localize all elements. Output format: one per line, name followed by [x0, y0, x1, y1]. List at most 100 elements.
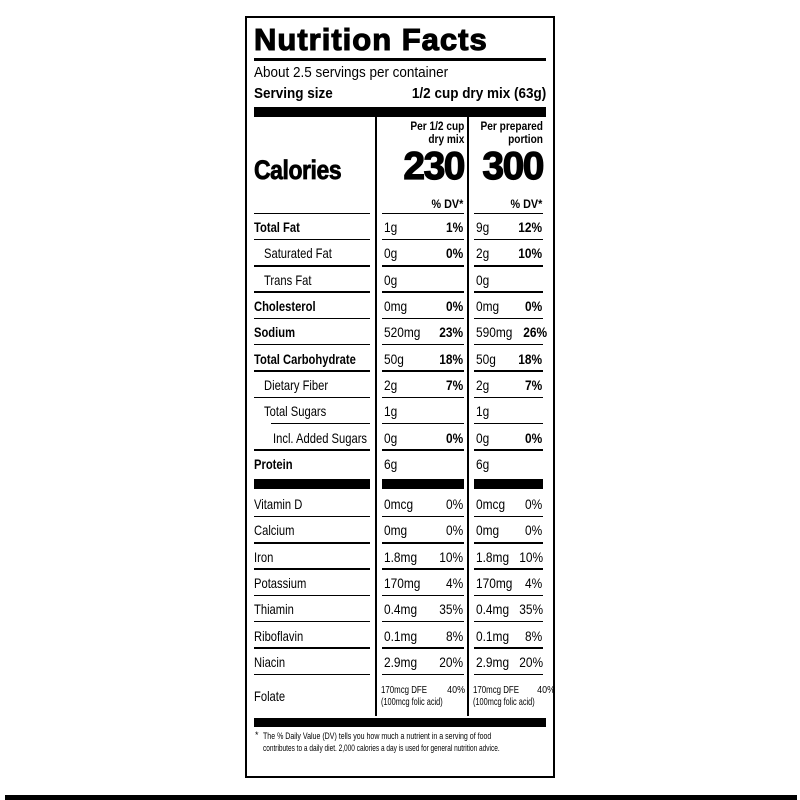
- nutrient-row-total-fat: Total Fat 1g 1% 9g 12%: [254, 214, 546, 241]
- amount-value: 0mg: [476, 522, 500, 539]
- nutrient-name-cell: Protein: [254, 451, 375, 477]
- nutrient-name-cell: Niacin: [254, 649, 375, 676]
- footnote-mark: *: [255, 730, 259, 741]
- nutrient-name-cell: Potassium: [254, 570, 375, 597]
- nutrient-row-folate: Folate 170mcg DFE 40% (100mcg folic acid) 17…: [254, 675, 555, 717]
- nutrient-row-trans-fat: Trans Fat 0g 0g: [254, 266, 546, 294]
- nutrient-row-calcium: Calcium 0mg 0% 0mg 0%: [254, 517, 546, 544]
- amount-value: 1.8mg: [476, 548, 510, 565]
- nutrient-name-cell: Total Fat: [254, 214, 375, 241]
- title-rule: [254, 58, 546, 61]
- value-line2: (100mcg folic acid): [381, 695, 443, 708]
- nutrient-name-cell: Incl. Added Sugars: [254, 424, 375, 451]
- nutrition-facts-label: Nutrition Facts About 2.5 servings per c…: [245, 16, 555, 778]
- daily-value-percent: 0%: [524, 496, 542, 513]
- amount-value: 9g: [476, 219, 490, 236]
- nutrient-row-dietary-fiber: Dietary Fiber 2g 7% 2g 7%: [254, 371, 546, 399]
- column-header-line1: Per 1/2 cup: [409, 121, 464, 133]
- daily-value-percent: 0%: [445, 298, 463, 315]
- amount-value: 0mg: [476, 298, 500, 315]
- column-header-prepared: Per prepared portion: [481, 121, 543, 147]
- amount-value: 170mcg DFE: [381, 683, 427, 696]
- daily-value-percent: 40%: [537, 683, 556, 696]
- daily-value-percent: 20%: [519, 653, 543, 670]
- value-cell-prepared: 0g 0%: [467, 424, 546, 451]
- amount-value: 0g: [476, 271, 490, 288]
- daily-value-percent: 18%: [439, 350, 463, 367]
- daily-value-percent: 12%: [518, 219, 542, 236]
- amount-value: 0mcg: [476, 496, 506, 513]
- daily-value-percent: 40%: [447, 683, 465, 696]
- nutrient-name: Total Fat: [254, 219, 300, 236]
- value-cell-prepared: 0mcg 0%: [467, 490, 546, 518]
- amount-value: 2g: [476, 376, 490, 393]
- nutrient-row-total-carbohydrate: Total Carbohydrate 50g 18% 50g 18%: [254, 345, 546, 373]
- value-line1: 170mcg DFE 40%: [473, 684, 555, 696]
- value-cell-prepared: 2g 10%: [467, 240, 546, 267]
- daily-value-percent: 0%: [445, 429, 463, 446]
- amount-value: 0g: [476, 429, 490, 446]
- nutrient-name-cell: Folate: [254, 675, 375, 716]
- amount-value: 590mg: [476, 324, 513, 341]
- value-cell-dry-mix: 0g 0%: [375, 240, 467, 267]
- calories-label: Calories: [254, 155, 342, 186]
- value-cell-dry-mix: 0.1mg 8%: [375, 622, 467, 650]
- nutrient-name-cell: Iron: [254, 544, 375, 571]
- daily-value-percent: 26%: [523, 324, 547, 341]
- nutrient-row-incl-added-sugars: Incl. Added Sugars 0g 0% 0g 0%: [254, 424, 546, 451]
- nutrient-name: Iron: [254, 548, 274, 565]
- nutrient-name: Thiamin: [254, 601, 294, 618]
- daily-value-percent: 10%: [518, 245, 542, 262]
- column-header-line1: Per prepared: [480, 121, 543, 133]
- amount-value: 0.1mg: [476, 627, 510, 644]
- value-cell-dry-mix: 1g: [375, 398, 467, 425]
- daily-value-percent: 0%: [445, 245, 463, 262]
- column-header-line2: dry mix: [427, 134, 464, 146]
- daily-value-percent: 18%: [518, 350, 542, 367]
- nutrient-name: Vitamin D: [254, 496, 303, 513]
- value-cell-dry-mix: 1g 1%: [375, 214, 467, 241]
- amount-value: 50g: [384, 350, 404, 367]
- daily-value-percent: 0%: [445, 496, 463, 513]
- dv-header-text: % DV*: [510, 196, 542, 211]
- calories-row: Calories Per 1/2 cup dry mix 230 Per pre…: [254, 117, 546, 193]
- serving-size-value: 1/2 cup dry mix (63g): [411, 85, 546, 102]
- value-cell-prepared: 0g: [467, 266, 546, 294]
- nutrient-name: Sodium: [254, 324, 296, 341]
- nutrient-name: Calcium: [254, 522, 295, 539]
- amount-value: 170mg: [476, 575, 513, 591]
- value-cell-prepared: 170mg 4%: [467, 569, 546, 597]
- nutrient-name-cell: Dietary Fiber: [254, 372, 375, 399]
- value-cell-dry-mix: 0g 0%: [375, 424, 467, 451]
- amount-value: 2.9mg: [476, 653, 510, 670]
- amount-value: 0.4mg: [476, 601, 510, 618]
- daily-value-percent: 8%: [445, 627, 463, 644]
- nutrient-row-vitamin-d: Vitamin D 0mcg 0% 0mcg 0%: [254, 490, 546, 518]
- nutrient-name-cell: Saturated Fat: [254, 240, 375, 267]
- value-cell-prepared: 6g: [467, 450, 546, 477]
- amount-value: 520mg: [384, 324, 421, 341]
- nutrient-row-cholesterol: Cholesterol 0mg 0% 0mg 0%: [254, 292, 546, 320]
- amount-value: 1g: [384, 219, 398, 236]
- separator-segment: [467, 476, 546, 491]
- value-cell-prepared: 9g 12%: [467, 214, 546, 241]
- value-cell-dry-mix: 0.4mg 35%: [375, 596, 467, 623]
- section-separator: [254, 476, 546, 491]
- nutrient-row-total-sugars: Total Sugars 1g 1g: [254, 398, 546, 425]
- value-cell-dry-mix: 520mg 23%: [375, 319, 467, 346]
- daily-value-percent: 23%: [439, 324, 463, 341]
- amount-value: 0.4mg: [384, 601, 418, 618]
- nutrient-name-cell: Vitamin D: [254, 491, 375, 518]
- value-cell-dry-mix: 0mcg 0%: [375, 490, 467, 518]
- nutrient-row-protein: Protein 6g 6g: [254, 450, 546, 477]
- nutrient-name: Riboflavin: [254, 627, 304, 644]
- nutrient-name: Folate: [254, 687, 286, 704]
- amount-value: 0mg: [384, 522, 408, 539]
- column-header-line2: portion: [508, 134, 543, 146]
- footnote-bar: [254, 718, 546, 728]
- footnote-line2: contributes to a daily diet. 2,000 calor…: [263, 743, 500, 754]
- separator-segment: [375, 476, 467, 491]
- dv-header-dry-mix: % DV*: [375, 193, 467, 214]
- nutrient-name-cell: Trans Fat: [254, 267, 375, 294]
- value-cell-prepared: 0mg 0%: [467, 292, 546, 320]
